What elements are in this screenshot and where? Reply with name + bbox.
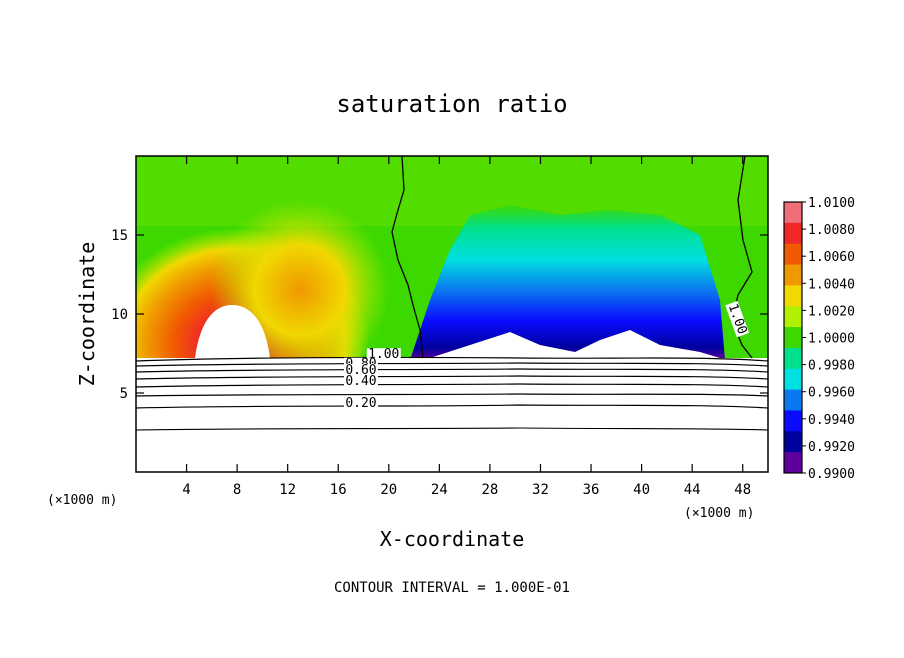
contour-surface-6: [136, 393, 768, 397]
contour-labels: 1.000.800.600.400.201.00: [343, 300, 750, 411]
colorbar-swatch: [784, 368, 802, 391]
contour-label-bg: [725, 300, 750, 338]
cool-region: [410, 205, 725, 360]
x-axis-unit-right: (×1000 m): [684, 506, 754, 521]
y-tick-label: 5: [120, 386, 128, 402]
x-tick-label: 20: [380, 482, 397, 498]
colorbar-swatch: [784, 306, 802, 328]
chart-title: saturation ratio: [336, 90, 567, 118]
colorbar: 1.0100 1.0080 1.0060 1.0040 1.0020 1.0000 0.99…: [783, 196, 855, 482]
contour-interval-label: CONTOUR INTERVAL = 1.000E-01: [334, 580, 570, 596]
colorbar-label: 0.9920: [808, 440, 855, 455]
colorbar-swatch: [784, 452, 802, 474]
colorbar-swatch: [784, 243, 802, 266]
colorbar-label: 1.0020: [808, 304, 855, 319]
surface-layer: [136, 358, 768, 472]
x-tick-label: 16: [330, 482, 347, 498]
colorbar-swatch: [784, 285, 802, 307]
x-axis-unit-left: (×1000 m): [47, 493, 117, 508]
colorbar-swatch: [784, 347, 802, 370]
colorbar-label: 0.9960: [808, 386, 855, 401]
colorbar-swatch: [784, 389, 802, 411]
contour-surface-5: [136, 383, 768, 388]
x-tick-label: 40: [633, 482, 650, 498]
contour-surface-2: [136, 362, 768, 367]
x-axis-title: X-coordinate: [380, 527, 525, 551]
contour-label-bg: [343, 364, 378, 378]
contour-surface-3: [136, 368, 768, 373]
colorbar-label: 0.9900: [808, 467, 855, 482]
contour-1-00-left: [391, 156, 424, 359]
contour-label: 0.20: [345, 396, 376, 411]
y-axis-title: Z-coordinate: [75, 242, 99, 387]
contour-label-bg: [343, 375, 378, 389]
contour-label: 0.40: [345, 374, 376, 389]
colorbar-swatch: [784, 222, 802, 245]
colorbar-label: 1.0040: [808, 277, 855, 292]
x-tick-label: 24: [431, 482, 448, 498]
x-tick-label: 48: [734, 482, 751, 498]
x-tick-label: 36: [583, 482, 600, 498]
contour-surface-8: [136, 427, 768, 431]
colorbar-swatch: [784, 202, 802, 224]
x-tick-label: 32: [532, 482, 549, 498]
x-tick-label: 4: [182, 482, 190, 498]
plot-area: [136, 156, 768, 472]
x-tick-label: 44: [684, 482, 701, 498]
colorbar-label: 1.0060: [808, 250, 855, 265]
x-tick-label: 8: [233, 482, 241, 498]
colorbar-swatch: [784, 327, 802, 349]
y-tick-label: 15: [111, 228, 128, 244]
contour-surface-7: [136, 404, 768, 409]
colorbar-label: 1.0100: [808, 196, 855, 211]
x-tick-label: 28: [481, 482, 498, 498]
colorbar-label: 0.9980: [808, 359, 855, 374]
y-tick-label: 10: [111, 307, 128, 323]
colorbar-swatch: [784, 264, 802, 286]
colorbar-swatch: [784, 410, 802, 432]
contour-label-bg: [343, 397, 378, 411]
colorbar-label: 0.9940: [808, 413, 855, 428]
colorbar-label: 1.0000: [808, 332, 855, 347]
contour-surface-1: [136, 356, 768, 362]
x-axis-ticks: 4 8 12 16 20 24 28 32 36 40 44 48: [182, 156, 751, 498]
mountain-right: [430, 330, 720, 358]
colorbar-label: 1.0080: [808, 223, 855, 238]
contour-label: 0.60: [345, 363, 376, 378]
y-axis-ticks: 5 10 15: [111, 228, 768, 402]
colorbar-swatch: [784, 431, 802, 453]
contour-surface-4: [136, 375, 768, 380]
mountain-left: [195, 305, 270, 358]
contour-1-00-right: [731, 156, 753, 359]
x-tick-label: 12: [279, 482, 296, 498]
